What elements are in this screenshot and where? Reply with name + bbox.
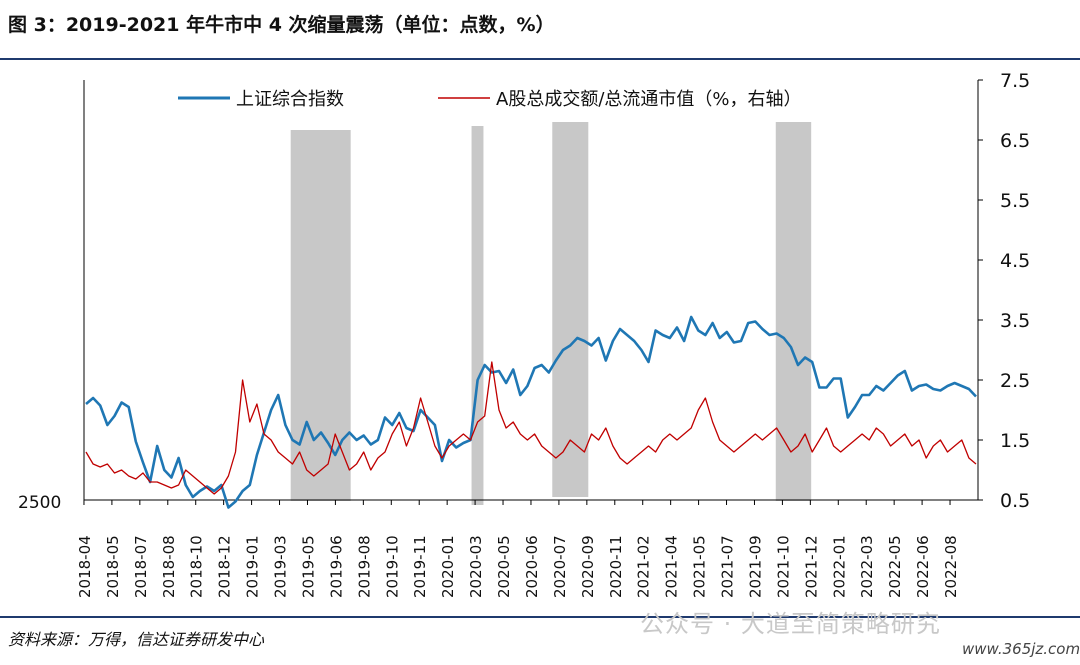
- x-tick-label: 2021-07: [719, 535, 737, 598]
- x-tick-label: 2022-01: [830, 535, 848, 598]
- x-tick-label: 2019-06: [327, 535, 345, 598]
- right-tick-label: 4.5: [1000, 250, 1030, 272]
- x-tick-label: 2018-04: [76, 535, 94, 598]
- x-tick-label: 2018-08: [160, 535, 178, 598]
- x-tick-label: 2018-05: [104, 535, 122, 598]
- top-rule: [0, 58, 1080, 60]
- x-tick-label: 2019-11: [411, 535, 429, 598]
- bottom-rule: [0, 616, 1080, 618]
- index-series-line: [85, 315, 977, 509]
- x-tick-label: 2021-05: [691, 535, 709, 598]
- legend: 上证综合指数 A股总成交额/总流通市值（%，右轴）: [178, 89, 801, 110]
- left-axis-min-label: 2500: [18, 493, 61, 513]
- shaded-period-4: [775, 122, 812, 501]
- x-tick-label: 2020-05: [495, 535, 513, 598]
- x-tick-label: 2021-02: [635, 535, 653, 598]
- x-tick-label: 2021-10: [774, 535, 792, 598]
- right-tick-label: 1.5: [1000, 430, 1030, 452]
- x-tick-label: 2022-03: [858, 535, 876, 598]
- x-tick-label: 2019-01: [244, 535, 262, 598]
- x-tick-label: 2020-03: [467, 535, 485, 598]
- shaded-period-2: [471, 126, 484, 505]
- x-tick-label: 2020-09: [579, 535, 597, 598]
- x-tick-label: 2019-10: [383, 535, 401, 598]
- x-tick-label: 2019-08: [355, 535, 373, 598]
- shaded-period-3: [552, 122, 589, 497]
- legend-label-2: A股总成交额/总流通市值（%，右轴）: [496, 89, 801, 110]
- x-tick-label: 2022-06: [914, 535, 932, 598]
- x-tick-label: 2019-03: [272, 535, 290, 598]
- x-tick-label: 2020-11: [607, 535, 625, 598]
- shaded-periods: [290, 122, 812, 505]
- x-tick-label: 2022-05: [886, 535, 904, 598]
- x-tick-label: 2019-05: [299, 535, 317, 598]
- x-tick-label: 2020-07: [551, 535, 569, 598]
- x-tick-label: 2020-06: [523, 535, 541, 598]
- watermark: 公众号 · 大道至简策略研究: [640, 610, 941, 638]
- turnover-series-line: [85, 361, 977, 495]
- right-tick-label: 6.5: [1000, 130, 1030, 152]
- right-tick-label: 5.5: [1000, 190, 1030, 212]
- right-tick-label: 0.5: [1000, 490, 1030, 512]
- axes: [83, 79, 983, 505]
- x-tick-label: 2018-10: [188, 535, 206, 598]
- x-tick-label: 2020-01: [439, 535, 457, 598]
- x-tick-label: 2021-04: [663, 535, 681, 598]
- legend-label-1: 上证综合指数: [236, 89, 344, 110]
- right-tick-label: 3.5: [1000, 310, 1030, 332]
- x-tick-label: 2018-12: [216, 535, 234, 598]
- right-tick-label: 2.5: [1000, 370, 1030, 392]
- x-tick-label: 2021-09: [746, 535, 764, 598]
- site-mark: www.365jz.com: [962, 640, 1080, 658]
- right-tick-label: 7.5: [1000, 70, 1030, 92]
- source-note: 资料来源：万得，信达证券研发中心: [8, 630, 265, 649]
- series-lines: [85, 315, 977, 509]
- x-tick-label: 2022-08: [942, 535, 960, 598]
- x-tick-label: 2021-12: [802, 535, 820, 598]
- axis-labels: 0.5 1.5 2.5 3.5 4.5 5.5 6.5 7.5 2500 2018-04 2018-…: [18, 70, 1030, 598]
- figure-title: 图 3：2019-2021 年牛市中 4 次缩量震荡（单位：点数，%）: [8, 14, 555, 36]
- x-tick-label: 2018-07: [132, 535, 150, 598]
